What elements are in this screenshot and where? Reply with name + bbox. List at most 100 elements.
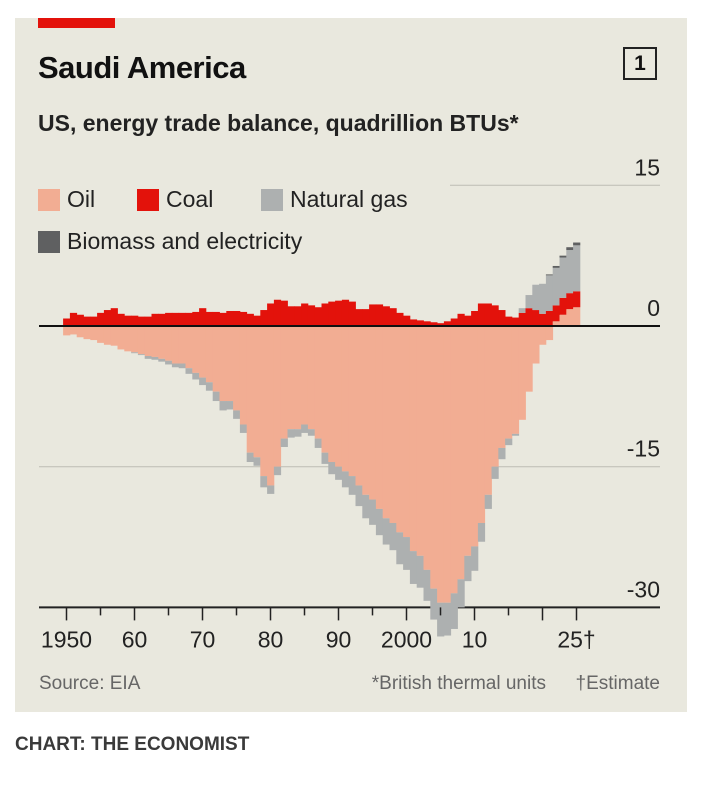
legend-swatch-oil xyxy=(38,188,60,211)
bar-coal-2011 xyxy=(477,303,486,326)
bar-natural-gas-1981 xyxy=(273,466,282,476)
bar-coal-1967 xyxy=(178,312,186,326)
bar-coal-1960 xyxy=(131,315,139,326)
bar-oil-1965 xyxy=(165,326,173,361)
brand-red-tag xyxy=(38,18,115,28)
bar-oil-1987 xyxy=(314,326,322,439)
bar-coal-1958 xyxy=(117,313,125,326)
bar-oil-1983 xyxy=(287,326,295,430)
bar-coal-1990 xyxy=(335,300,343,326)
chart-number-badge: 1 xyxy=(623,47,657,80)
bar-oil-2025 xyxy=(573,307,581,326)
chart-panel: Saudi America 1 US, energy trade balance… xyxy=(15,18,687,712)
bar-oil-2000 xyxy=(403,326,411,538)
bar-oil-1977 xyxy=(246,326,254,453)
bar-natural-gas-1980 xyxy=(267,485,275,494)
bar-natural-gas-2012 xyxy=(484,494,492,509)
bar-oil-2011 xyxy=(477,326,486,523)
bar-natural-gas-2005 xyxy=(437,602,445,637)
x-tick-label: 70 xyxy=(190,626,216,652)
bar-natural-gas-1983 xyxy=(287,429,295,438)
bar-oil-2001 xyxy=(409,326,418,552)
bar-coal-1979 xyxy=(260,310,268,326)
bar-coal-1994 xyxy=(362,309,370,326)
bar-coal-2020 xyxy=(539,313,547,326)
bar-coal-1984 xyxy=(294,306,302,326)
bar-natural-gas-1989 xyxy=(328,462,336,475)
bar-coal-1955 xyxy=(97,312,105,326)
bar-biomass-and-electricity-2021 xyxy=(545,274,554,276)
bar-natural-gas-1991 xyxy=(341,471,350,488)
bar-natural-gas-1977 xyxy=(246,452,254,463)
legend-item-biomass-electricity: Biomass and electricity xyxy=(38,228,302,255)
bar-biomass-and-electricity-2022 xyxy=(552,265,560,268)
bar-coal-2013 xyxy=(491,305,499,326)
bar-biomass-and-electricity-2025 xyxy=(573,242,581,246)
bar-oil-2013 xyxy=(491,326,499,467)
bar-coal-2021 xyxy=(545,310,554,326)
bar-natural-gas-1985 xyxy=(301,424,309,433)
bar-oil-1998 xyxy=(389,326,397,523)
bar-natural-gas-1994 xyxy=(362,494,370,519)
bar-oil-1960 xyxy=(131,326,139,353)
bar-natural-gas-2023 xyxy=(559,257,567,298)
chart-credit: CHART: THE ECONOMIST xyxy=(15,734,250,755)
x-tick-label: 90 xyxy=(326,626,352,652)
bar-natural-gas-2015 xyxy=(505,438,513,446)
bar-coal-1973 xyxy=(219,312,227,326)
bar-oil-2023 xyxy=(559,314,567,326)
bar-natural-gas-1962 xyxy=(144,356,152,359)
bar-natural-gas-1988 xyxy=(321,452,329,464)
bar-coal-2012 xyxy=(484,303,492,326)
bar-natural-gas-1979 xyxy=(260,476,268,488)
bar-oil-1957 xyxy=(110,326,118,346)
bar-coal-1976 xyxy=(239,311,248,326)
bar-oil-2012 xyxy=(484,326,492,495)
bar-oil-1981 xyxy=(273,326,282,467)
x-tick-label: 25† xyxy=(557,626,595,652)
bar-oil-2003 xyxy=(423,326,431,570)
bar-oil-2002 xyxy=(416,326,424,556)
bar-oil-1978 xyxy=(253,326,261,458)
bar-coal-1985 xyxy=(301,303,309,326)
bar-coal-1975 xyxy=(233,310,241,326)
bar-oil-1967 xyxy=(178,326,186,364)
legend-swatch-biomass-electricity xyxy=(38,230,60,253)
bar-oil-2020 xyxy=(539,326,547,345)
bar-natural-gas-2014 xyxy=(498,447,506,460)
legend-item-natural-gas: Natural gas xyxy=(261,186,408,213)
bar-natural-gas-1960 xyxy=(131,352,139,354)
bar-oil-1974 xyxy=(226,326,234,402)
bar-coal-1989 xyxy=(328,301,336,326)
bar-oil-1990 xyxy=(335,326,343,467)
bar-natural-gas-1999 xyxy=(396,532,404,565)
bar-oil-1959 xyxy=(124,326,132,352)
bar-coal-1970 xyxy=(199,308,207,326)
bar-oil-1950 xyxy=(63,326,71,336)
bar-oil-1953 xyxy=(83,326,91,340)
legend-swatch-natural-gas xyxy=(261,188,283,211)
x-tick-label: 1950 xyxy=(41,626,92,652)
bar-coal-1962 xyxy=(144,316,152,326)
bar-oil-2008 xyxy=(457,326,465,580)
legend-label-natural-gas: Natural gas xyxy=(290,186,408,212)
footnote-estimate: †Estimate xyxy=(576,673,660,694)
bar-natural-gas-1967 xyxy=(178,363,186,369)
bar-coal-2005 xyxy=(437,323,445,326)
bar-coal-2018 xyxy=(525,308,533,326)
bar-oil-1970 xyxy=(199,326,207,378)
bar-oil-2019 xyxy=(532,326,540,364)
bar-coal-1997 xyxy=(382,306,390,326)
legend-swatch-coal xyxy=(137,188,159,211)
bar-oil-1963 xyxy=(151,326,159,357)
bar-coal-1950 xyxy=(63,318,71,326)
bar-oil-2004 xyxy=(430,326,438,589)
chart-subtitle: US, energy trade balance, quadrillion BT… xyxy=(38,110,519,136)
bar-oil-1979 xyxy=(260,326,268,477)
legend-item-coal: Coal xyxy=(137,186,213,213)
bar-oil-1966 xyxy=(171,326,180,364)
bar-natural-gas-2025 xyxy=(573,245,581,292)
bar-oil-1980 xyxy=(267,326,275,486)
bar-oil-1971 xyxy=(205,326,214,383)
legend-label-coal: Coal xyxy=(166,186,214,212)
